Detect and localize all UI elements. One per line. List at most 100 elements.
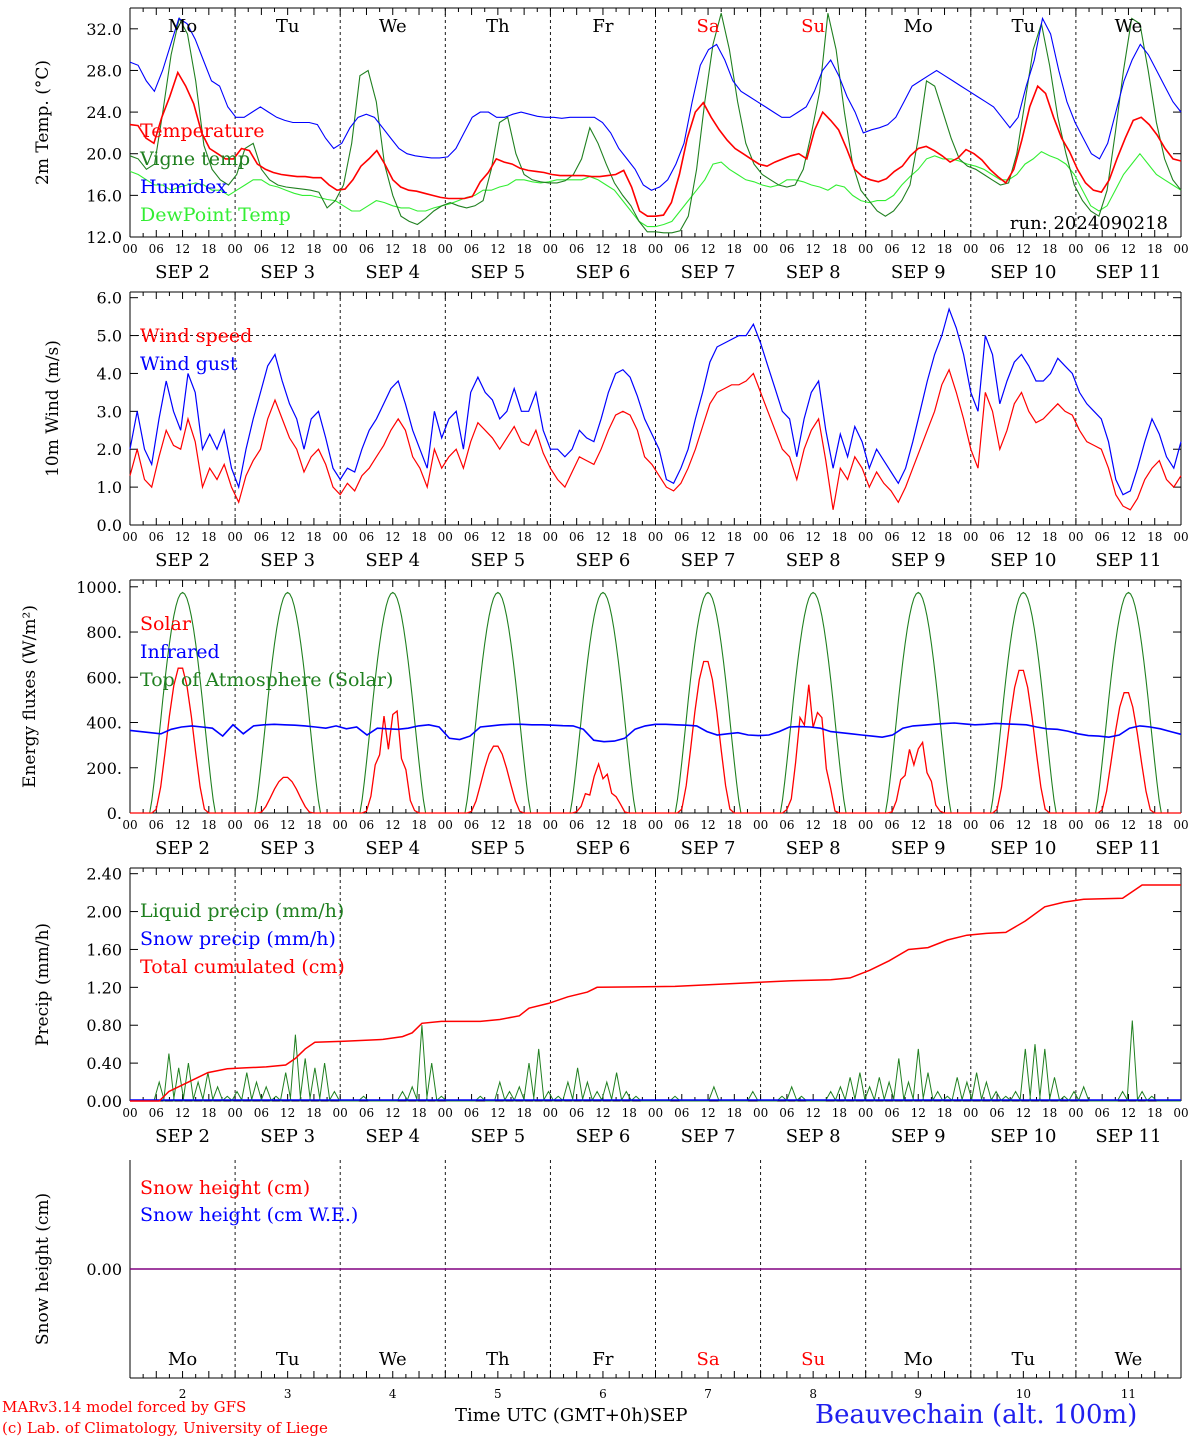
legend-entry: Total cumulated (cm) <box>140 956 345 978</box>
series-line <box>129 70 1182 217</box>
hour-tick-label: 00 <box>1173 530 1188 544</box>
hour-tick-label: 06 <box>254 1106 269 1120</box>
hour-tick-label: 18 <box>832 530 847 544</box>
date-label: SEP 10 <box>990 838 1056 859</box>
y-tick-label: 0.0 <box>97 516 122 535</box>
hour-tick-label: 00 <box>858 242 873 256</box>
hour-tick-label: 18 <box>1042 818 1057 832</box>
hour-tick-label: 18 <box>411 242 426 256</box>
hour-tick-label: 12 <box>1121 242 1136 256</box>
hour-tick-label: 06 <box>254 242 269 256</box>
hour-tick-label: 00 <box>438 530 453 544</box>
hour-tick-label: 06 <box>1095 818 1110 832</box>
hour-tick-label: 00 <box>753 530 768 544</box>
hour-tick-label: 18 <box>306 818 321 832</box>
hour-tick-label: 00 <box>648 242 663 256</box>
hour-tick-label: 06 <box>779 530 794 544</box>
y-tick-label: 3.0 <box>97 402 122 421</box>
date-label: SEP 9 <box>891 262 946 283</box>
hour-tick-label: 18 <box>201 1106 216 1120</box>
hour-tick-label: 06 <box>569 530 584 544</box>
hour-tick-label: 18 <box>727 818 742 832</box>
date-label: SEP 11 <box>1095 1126 1161 1147</box>
y-tick-label: 600. <box>86 668 122 687</box>
y-tick-label: 1.20 <box>86 978 122 997</box>
panel-0: 12.0 16.0 20.0 24.0 28.0 32.0 2m Temp. (°C) Tem… <box>33 7 1189 283</box>
hour-tick-label: 18 <box>937 242 952 256</box>
legend-entry: Humidex <box>140 176 227 198</box>
hour-tick-label: 00 <box>963 242 978 256</box>
hour-tick-label: 18 <box>516 1106 531 1120</box>
hour-tick-label: 00 <box>858 530 873 544</box>
panel-3: 0.00 0.40 0.80 1.20 1.60 2.00 2.40 Precip (mm/h… <box>33 865 1189 1147</box>
legend-entry: Top of Atmosphere (Solar) <box>140 669 393 691</box>
date-label: SEP 2 <box>155 550 210 571</box>
y-tick-label: 6.0 <box>97 289 122 308</box>
date-label: SEP 3 <box>260 262 315 283</box>
hour-tick-label: 12 <box>911 818 926 832</box>
hour-tick-label: 18 <box>1147 818 1162 832</box>
hour-tick-label: 12 <box>595 530 610 544</box>
hour-tick-label: 18 <box>832 242 847 256</box>
hour-tick-label: 18 <box>411 1106 426 1120</box>
hour-tick-label: 06 <box>254 818 269 832</box>
date-label: SEP 3 <box>260 550 315 571</box>
hour-tick-label: 00 <box>438 1106 453 1120</box>
hour-tick-label: 18 <box>937 1106 952 1120</box>
panel-2: 0. 200. 400. 600. 800. 1000. Energy fluxes (W/… <box>20 578 1189 859</box>
hour-tick-label: 06 <box>464 530 479 544</box>
day-number-label: 7 <box>704 1387 712 1401</box>
hour-tick-label: 18 <box>201 530 216 544</box>
day-name-label: Su <box>801 16 825 37</box>
hour-tick-label: 12 <box>700 818 715 832</box>
hour-tick-label: 18 <box>516 242 531 256</box>
y-tick-label: 2.0 <box>97 440 122 459</box>
hour-tick-label: 12 <box>1121 1106 1136 1120</box>
hour-tick-label: 18 <box>832 1106 847 1120</box>
y-tick-label: 800. <box>86 623 122 642</box>
hour-tick-label: 00 <box>648 530 663 544</box>
model-credit: MARv3.14 model forced by GFS <box>2 1398 247 1416</box>
time-axis-label: Time UTC (GMT+0h)SEP <box>455 1405 687 1426</box>
day-name-label: Tu <box>276 16 300 37</box>
day-name-label: Th <box>486 16 510 37</box>
legend-entry: Temperature <box>140 120 264 142</box>
hour-tick-label: 12 <box>385 1106 400 1120</box>
hour-tick-label: 00 <box>1173 242 1188 256</box>
date-label: SEP 6 <box>576 1126 631 1147</box>
hour-tick-label: 12 <box>280 1106 295 1120</box>
day-name-label: Th <box>486 1349 510 1370</box>
hour-tick-label: 12 <box>1121 818 1136 832</box>
date-label: SEP 6 <box>576 838 631 859</box>
day-name-label: Mo <box>168 1349 197 1370</box>
date-label: SEP 3 <box>260 1126 315 1147</box>
hour-tick-label: 12 <box>280 530 295 544</box>
y-tick-label: 1.60 <box>86 940 122 959</box>
date-label: SEP 10 <box>990 550 1056 571</box>
hour-tick-label: 12 <box>911 1106 926 1120</box>
legend-entry: Wind speed <box>140 325 252 347</box>
y-tick-label: 24.0 <box>86 103 122 122</box>
hour-tick-label: 00 <box>963 818 978 832</box>
hour-tick-label: 06 <box>569 242 584 256</box>
day-number-label: 11 <box>1121 1387 1136 1401</box>
date-label: SEP 7 <box>681 838 736 859</box>
y-tick-label: 2.40 <box>86 865 122 884</box>
hour-tick-label: 00 <box>963 1106 978 1120</box>
date-label: SEP 8 <box>786 262 841 283</box>
legend-entry: DewPoint Temp <box>140 204 291 226</box>
hour-tick-label: 18 <box>306 242 321 256</box>
date-label: SEP 11 <box>1095 550 1161 571</box>
legend-entry: Solar <box>140 613 192 635</box>
hour-tick-label: 06 <box>464 818 479 832</box>
hour-tick-label: 18 <box>937 818 952 832</box>
legend-entry: Liquid precip (mm/h) <box>140 900 344 922</box>
y-tick-label: 12.0 <box>86 228 122 247</box>
hour-tick-label: 18 <box>622 1106 637 1120</box>
hour-tick-label: 06 <box>779 1106 794 1120</box>
date-label: SEP 9 <box>891 550 946 571</box>
hour-tick-label: 00 <box>333 1106 348 1120</box>
hour-tick-label: 06 <box>674 530 689 544</box>
hour-tick-label: 00 <box>753 1106 768 1120</box>
date-label: SEP 4 <box>365 262 420 283</box>
